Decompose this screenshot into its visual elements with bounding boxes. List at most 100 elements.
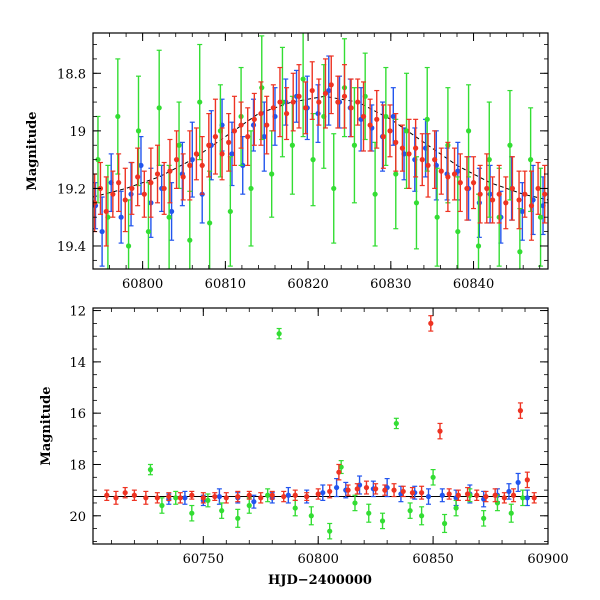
bottom-series-1-point <box>481 515 487 521</box>
top-series-2-point <box>457 180 463 186</box>
bottom-x-tick-label: 60850 <box>412 552 453 567</box>
top-series-2-point <box>193 151 200 157</box>
top-series-1-point <box>125 243 132 249</box>
top-series-1-point <box>145 228 152 235</box>
bottom-series-2-point <box>464 491 471 497</box>
top-panel-ticks <box>92 33 548 269</box>
bottom-series-1-point <box>173 495 179 501</box>
top-series-2-point <box>238 122 244 128</box>
top-series-1-point <box>166 214 172 220</box>
top-x-tick-label: 60810 <box>205 277 246 292</box>
bottom-x-tick-label: 60750 <box>183 552 224 567</box>
top-series-2-point <box>129 185 135 192</box>
top-x-tick-label: 60830 <box>370 277 411 292</box>
top-series-1-point <box>197 99 203 105</box>
top-series-0-point <box>128 191 134 197</box>
bottom-series-2-point <box>409 490 416 496</box>
bottom-panel-frame <box>92 307 549 545</box>
top-series-2-point <box>522 191 528 197</box>
bottom-series-2-point <box>501 495 507 501</box>
bottom-series-2-point <box>177 495 183 501</box>
top-series-1-point <box>351 142 358 148</box>
top-series-2-point <box>470 180 477 186</box>
top-series-2-point <box>360 113 367 120</box>
top-series-0-point <box>229 151 235 157</box>
bottom-series-2-point <box>510 492 517 498</box>
top-series-0-point <box>261 134 267 140</box>
bottom-series-2-point <box>483 493 489 500</box>
bottom-series-2-point <box>531 495 537 501</box>
top-series-1-point <box>115 113 121 120</box>
bottom-series-2-point <box>104 492 110 498</box>
top-series-2-point <box>380 134 386 140</box>
top-series-2-point <box>116 180 122 186</box>
top-series-1-point <box>207 220 213 226</box>
bottom-series-2-point <box>166 493 172 500</box>
bottom-series-2-point <box>281 493 287 500</box>
top-series-2-point <box>277 99 283 105</box>
top-series-2-point <box>135 174 141 180</box>
bottom-series-0-point <box>320 490 326 496</box>
top-series-2-point <box>477 191 483 197</box>
top-series-1-point <box>486 157 492 163</box>
top-series-2-point <box>231 128 238 134</box>
top-panel-frame <box>92 32 549 270</box>
top-series-0-point <box>189 157 195 163</box>
top-series-2-point <box>542 191 548 197</box>
top-series-2-point <box>290 99 296 105</box>
bottom-series-0-point <box>425 493 432 500</box>
top-series-2-point <box>489 197 496 203</box>
top-series-2-point <box>413 145 419 151</box>
top-series-2-point <box>393 139 399 145</box>
top-series-2-point <box>296 93 302 99</box>
top-series-2-point <box>348 105 354 111</box>
bottom-series-1-point <box>246 502 252 509</box>
top-series-2-point <box>199 162 205 168</box>
bottom-y-tick-label: 14 <box>69 356 86 371</box>
top-series-2-point <box>341 93 348 99</box>
top-series-1-point <box>475 243 482 249</box>
top-series-1-point <box>259 85 265 91</box>
bottom-series-2-point <box>223 495 229 501</box>
top-series-1-point <box>300 76 306 82</box>
bottom-series-2-point <box>492 492 498 498</box>
top-series-2-point <box>322 90 329 97</box>
bottom-series-2-point <box>474 492 480 498</box>
bottom-series-1-point <box>235 515 241 521</box>
top-x-tick-label: 60800 <box>122 277 163 292</box>
top-series-2-point <box>154 171 161 177</box>
top-panel-tick-labels: 60800 60810 60820 60830 60840 18.8 19 19.2 19.4 <box>57 67 494 292</box>
top-series-0-point <box>138 162 144 168</box>
bottom-y-tick-label: 16 <box>69 407 86 422</box>
top-series-1-point <box>517 249 523 255</box>
top-y-tick-label: 18.8 <box>57 67 86 82</box>
top-y-tick-label: 19 <box>69 125 86 140</box>
bottom-series-0-point <box>285 492 291 498</box>
top-series-2-point <box>206 142 212 148</box>
bottom-series-2-point <box>524 477 530 483</box>
bottom-series-1-point <box>265 492 271 498</box>
top-series-2-point <box>496 191 502 197</box>
bottom-series-2-point <box>246 492 252 498</box>
bottom-series-1-point <box>453 505 459 511</box>
bottom-series-2-point <box>189 492 195 498</box>
top-series-2-point <box>528 203 535 209</box>
bottom-series-1-point <box>419 513 425 519</box>
bottom-series-2-point <box>122 490 128 496</box>
top-series-1-point <box>289 142 295 148</box>
bottom-y-tick-label: 12 <box>69 305 86 320</box>
bottom-series-0-point <box>182 495 188 501</box>
bottom-series-2-point <box>304 493 310 500</box>
top-clipped-marks <box>93 33 548 269</box>
bottom-series-1-point <box>393 420 399 427</box>
bottom-series-0-point <box>251 499 257 505</box>
top-y-tick-label: 19.4 <box>57 240 86 255</box>
top-series-2-point <box>270 105 276 111</box>
bottom-series-2-point <box>373 486 379 492</box>
bottom-clipped-marks <box>93 315 548 540</box>
bottom-series-1-point <box>276 331 282 337</box>
top-series-2-point <box>484 185 490 192</box>
top-series-2-point <box>328 82 334 88</box>
bottom-series-2-point <box>345 487 351 493</box>
